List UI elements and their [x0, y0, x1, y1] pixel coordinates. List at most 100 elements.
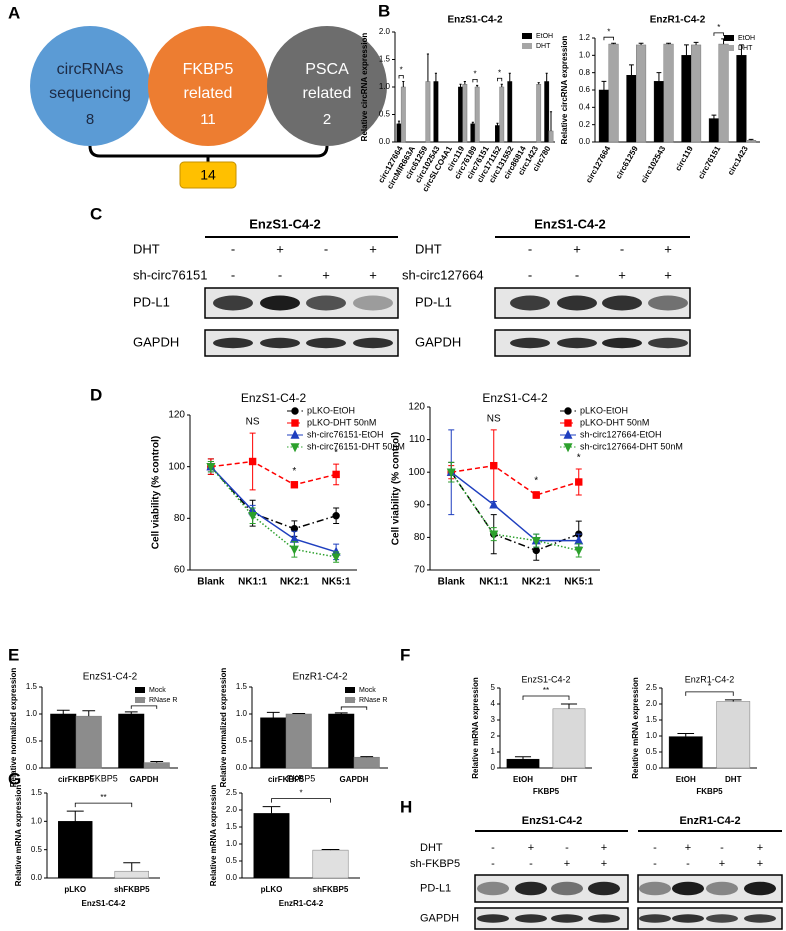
x-tick-label: circ102543: [639, 144, 668, 184]
y-axis-label: Cell viability (% control): [391, 432, 402, 545]
legend-label: pLKO-EtOH: [307, 405, 355, 415]
band-label: GAPDH: [133, 334, 179, 349]
x-tick-label: pLKO: [261, 885, 283, 894]
x-tick-label: circ76151: [696, 144, 722, 181]
sig-bracket: [713, 32, 724, 36]
x-tick-label: GAPDH: [130, 775, 159, 784]
y-tick-label: 0.4: [579, 102, 591, 111]
point: [574, 546, 584, 556]
bar: [458, 86, 463, 143]
venn-label: circRNAs: [57, 61, 124, 78]
sign: +: [528, 842, 534, 854]
y-tick-label: 2.0: [226, 805, 238, 814]
legend-label: Mock: [149, 687, 166, 694]
sign: -: [278, 267, 282, 282]
error-bar: [724, 699, 742, 702]
panel-label: D: [90, 385, 102, 404]
bar: [746, 140, 757, 143]
legend-swatch: [345, 687, 355, 693]
band: [260, 295, 300, 311]
venn-label: related: [184, 85, 233, 102]
band: [602, 295, 642, 311]
y-tick-label: 100: [408, 467, 425, 478]
error-bar: [629, 64, 634, 76]
sign: +: [369, 267, 377, 282]
bar: [626, 75, 637, 143]
sign: -: [528, 267, 532, 282]
sign: +: [573, 241, 581, 256]
y-axis-label: Cell viability (% control): [151, 436, 162, 549]
sign: -: [529, 858, 533, 870]
legend-label: RNase R: [149, 697, 177, 704]
y-tick-label: 0.5: [236, 736, 248, 745]
band: [515, 914, 547, 923]
y-tick-label: 0.5: [226, 856, 238, 865]
bar: [114, 870, 149, 879]
bar: [58, 821, 93, 879]
error-bar: [549, 111, 553, 131]
significance: *: [577, 453, 581, 464]
bar: [506, 758, 540, 769]
error-bar: [656, 72, 662, 82]
x-tick-label: NK2:1: [522, 577, 551, 588]
x-tick-label: NK1:1: [238, 577, 267, 588]
x-tick-label: pLKO: [64, 885, 86, 894]
sign: -: [575, 267, 579, 282]
x-tick-label: Blank: [197, 577, 225, 588]
error-bar: [638, 42, 644, 45]
legend-label: DHT: [738, 45, 753, 52]
legend-marker: [291, 419, 299, 427]
sig-bracket: [398, 75, 404, 79]
total-box: [179, 161, 237, 189]
sig-bracket: [603, 36, 614, 41]
bar: [312, 849, 349, 879]
error-bar: [434, 72, 437, 82]
error-bar: [56, 709, 70, 714]
x-axis-label: FKBP5: [696, 787, 723, 796]
legend-marker: [290, 443, 300, 453]
x-tick-label: NK1:1: [479, 577, 508, 588]
bar: [716, 701, 751, 769]
y-tick-label: 60: [174, 565, 186, 576]
x-axis-label: EnzR1-C4-2: [279, 899, 324, 908]
y-tick-label: 0.0: [236, 763, 248, 772]
band: [213, 295, 253, 311]
sign: -: [653, 842, 657, 854]
bar: [668, 736, 703, 769]
y-tick-label: 1.5: [379, 55, 391, 64]
bar: [507, 81, 513, 143]
bar: [548, 130, 554, 143]
x-axis-label: EnzS1-C4-2: [81, 899, 126, 908]
error-bar: [545, 72, 548, 82]
significance: *: [299, 789, 302, 798]
legend-swatch: [345, 697, 355, 703]
y-axis-label: Relative normalized expression: [9, 668, 18, 788]
legend-label: sh-circ127664-EtOH: [580, 429, 662, 439]
point: [331, 553, 341, 563]
chart-title: FKBP5: [287, 773, 316, 783]
error-bar: [677, 732, 695, 737]
error-bar: [476, 84, 479, 87]
chart-title: EnzS1-C4-2: [482, 391, 548, 405]
bar: [598, 89, 609, 143]
sign: -: [720, 842, 724, 854]
bar: [50, 713, 77, 769]
bar: [636, 44, 647, 143]
x-tick-label: EtOH: [676, 775, 696, 784]
legend-swatch: [522, 43, 532, 49]
error-bar: [514, 756, 532, 760]
y-tick-label: 4: [491, 699, 496, 708]
sig-bracket: [271, 798, 331, 803]
legend-swatch: [724, 45, 734, 51]
legend-label: sh-circ127664-DHT 50nM: [580, 441, 683, 451]
error-bar: [693, 41, 699, 45]
y-tick-label: 100: [168, 461, 185, 472]
significance: *: [607, 27, 610, 36]
error-bar: [402, 81, 405, 87]
venn-circle: [267, 26, 387, 146]
chart-title: EnzS1-C4-2: [83, 672, 138, 683]
y-tick-label: 0.0: [26, 763, 38, 772]
y-tick-label: 2: [491, 731, 496, 740]
sign: +: [322, 267, 330, 282]
